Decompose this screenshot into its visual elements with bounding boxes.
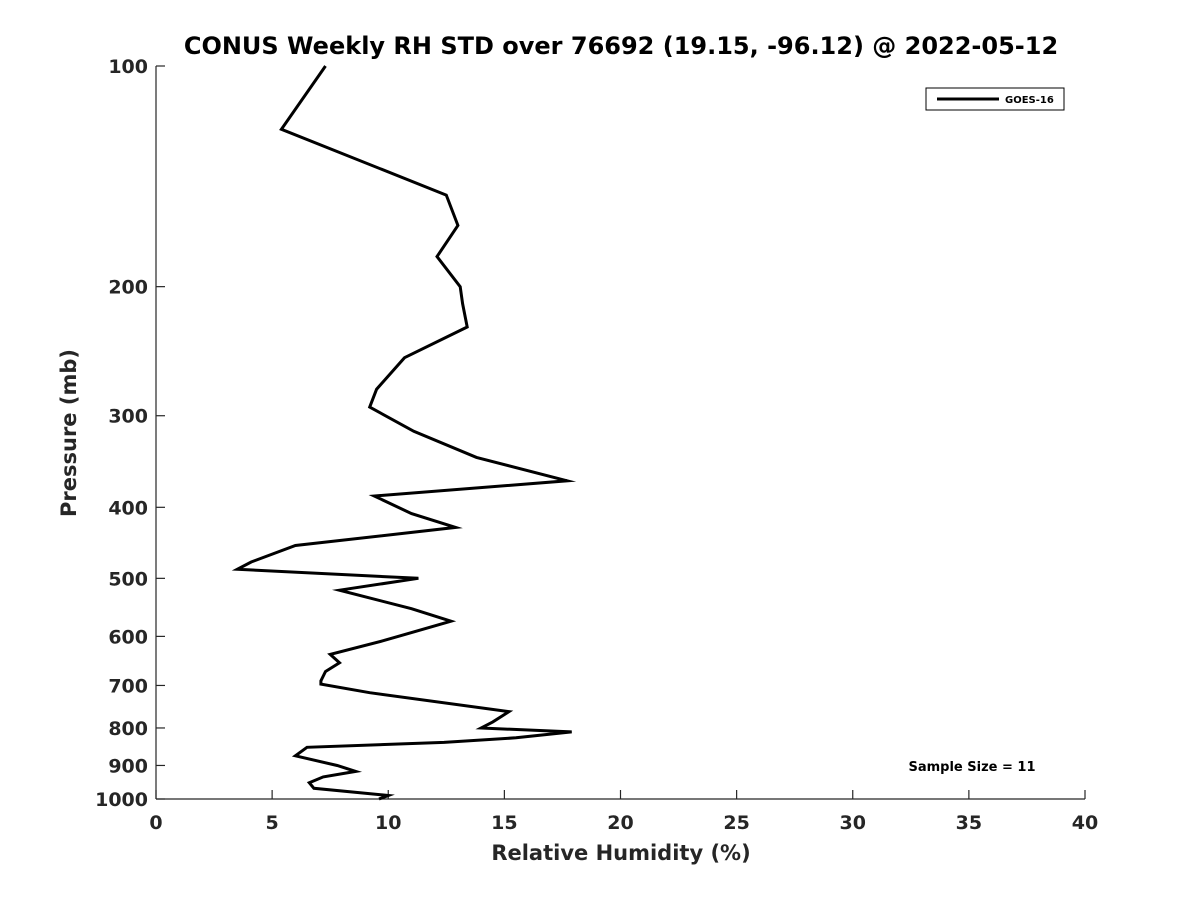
axes xyxy=(155,66,1085,800)
x-tick-label: 10 xyxy=(375,812,401,834)
y-axis-label: Pressure (mb) xyxy=(57,349,81,517)
sample-size-annotation: Sample Size = 11 xyxy=(908,760,1035,775)
x-tick-label: 15 xyxy=(491,812,517,834)
x-tick-label: 5 xyxy=(266,812,279,834)
y-tick-label: 600 xyxy=(108,626,148,648)
y-tick-label: 300 xyxy=(108,406,148,428)
y-tick-label: 400 xyxy=(108,497,148,519)
y-tick-label: 100 xyxy=(108,56,148,78)
y-tick-label: 800 xyxy=(108,718,148,740)
legend-entry-goes-16: GOES-16 xyxy=(1005,95,1054,106)
y-tick-label: 500 xyxy=(108,568,148,590)
series-layer xyxy=(231,65,577,801)
x-axis-ticks: 0 5 10 15 20 25 30 35 40 xyxy=(149,790,1098,834)
x-tick-label: 35 xyxy=(956,812,982,834)
x-tick-label: 40 xyxy=(1072,812,1098,834)
x-tick-label: 20 xyxy=(607,812,633,834)
x-tick-label: 0 xyxy=(149,812,162,834)
y-tick-label: 900 xyxy=(108,755,148,777)
y-axis-ticks: 100 200 300 400 500 600 700 800 900 1000 xyxy=(95,56,165,811)
y-tick-label: 200 xyxy=(108,277,148,299)
legend: GOES-16 xyxy=(925,87,1065,111)
x-tick-label: 30 xyxy=(840,812,866,834)
chart-title: CONUS Weekly RH STD over 76692 (19.15, -… xyxy=(184,32,1058,60)
series-line-goes-16 xyxy=(231,65,577,801)
y-tick-label: 1000 xyxy=(95,789,148,811)
x-axis-label: Relative Humidity (%) xyxy=(491,841,750,865)
y-tick-label: 700 xyxy=(108,675,148,697)
x-tick-label: 25 xyxy=(723,812,749,834)
